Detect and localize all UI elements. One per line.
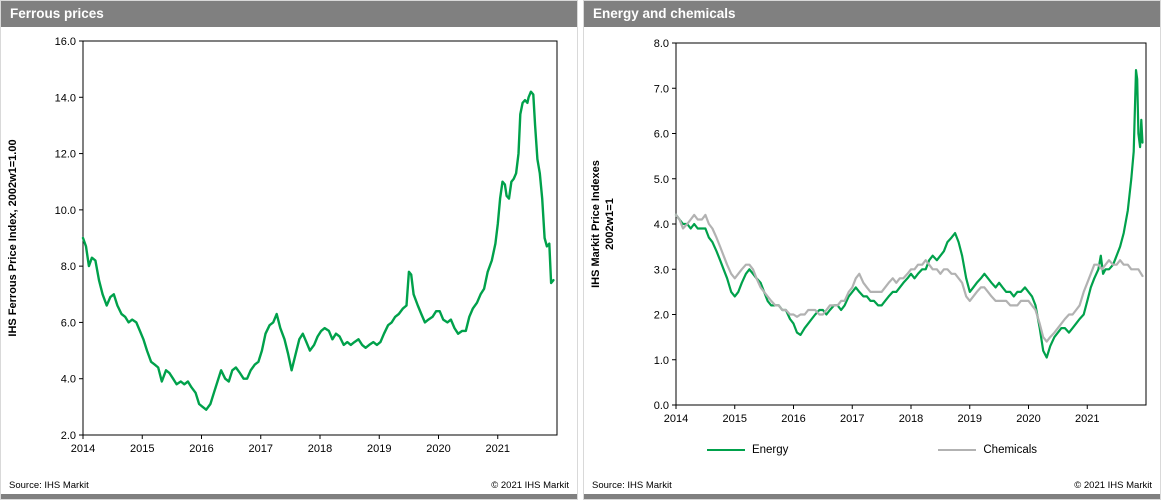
svg-text:2002w1=1: 2002w1=1 bbox=[604, 198, 616, 250]
legend-item-energy: Energy bbox=[706, 444, 789, 456]
svg-text:5.0: 5.0 bbox=[654, 174, 669, 186]
ferrous-prices-panel: Ferrous prices 2.0 4.0 6.0 8.0 10.0 12.0 14.0 1… bbox=[0, 0, 578, 500]
svg-text:IHS Markit Price Indexes: IHS Markit Price Indexes bbox=[590, 160, 602, 288]
svg-text:2017: 2017 bbox=[249, 443, 273, 455]
copyright-label: © 2021 IHS Markit bbox=[491, 480, 569, 491]
svg-text:2016: 2016 bbox=[189, 443, 213, 455]
ferrous-panel-footer: Source: IHS Markit © 2021 IHS Markit bbox=[1, 480, 577, 494]
svg-text:2.0: 2.0 bbox=[654, 310, 669, 322]
svg-text:2.0: 2.0 bbox=[61, 430, 76, 442]
svg-text:12.0: 12.0 bbox=[55, 149, 76, 161]
source-label: Source: IHS Markit bbox=[592, 480, 672, 491]
svg-text:2020: 2020 bbox=[426, 443, 450, 455]
svg-text:7.0: 7.0 bbox=[654, 83, 669, 95]
copyright-label: © 2021 IHS Markit bbox=[1074, 480, 1152, 491]
ferrous-line-chart: 2.0 4.0 6.0 8.0 10.0 12.0 14.0 16.0 2014 2015 2016… bbox=[7, 36, 558, 455]
energy-chemicals-panel: Energy and chemicals 0.0 1.0 2.0 3.0 4.0 5.0 6… bbox=[583, 0, 1161, 500]
svg-text:2017: 2017 bbox=[840, 413, 864, 425]
svg-text:16.0: 16.0 bbox=[55, 36, 76, 48]
svg-text:2018: 2018 bbox=[308, 443, 332, 455]
svg-text:0.0: 0.0 bbox=[654, 400, 669, 412]
svg-text:1.0: 1.0 bbox=[654, 355, 669, 367]
panel-bottom-strip bbox=[584, 494, 1160, 499]
energy-panel-title: Energy and chemicals bbox=[584, 1, 1160, 27]
chemicals-legend-label: Chemicals bbox=[983, 444, 1038, 456]
svg-text:4.0: 4.0 bbox=[654, 219, 669, 231]
svg-text:6.0: 6.0 bbox=[61, 317, 76, 329]
source-label: Source: IHS Markit bbox=[9, 480, 89, 491]
svg-text:2015: 2015 bbox=[723, 413, 747, 425]
svg-text:2016: 2016 bbox=[781, 413, 805, 425]
svg-text:2014: 2014 bbox=[664, 413, 688, 425]
energy-chart-area: 0.0 1.0 2.0 3.0 4.0 5.0 6.0 7.0 8.0 2014 2015 2016 2… bbox=[584, 27, 1160, 435]
ferrous-panel-title: Ferrous prices bbox=[1, 1, 577, 27]
ferrous-chart-area: 2.0 4.0 6.0 8.0 10.0 12.0 14.0 16.0 2014 2015 2016… bbox=[1, 27, 577, 467]
svg-text:2021: 2021 bbox=[486, 443, 510, 455]
svg-text:6.0: 6.0 bbox=[654, 129, 669, 141]
energy-chemicals-line-chart: 0.0 1.0 2.0 3.0 4.0 5.0 6.0 7.0 8.0 2014 2015 2016 2… bbox=[590, 38, 1147, 425]
energy-line-swatch bbox=[706, 449, 745, 451]
svg-text:2021: 2021 bbox=[1075, 413, 1099, 425]
svg-text:IHS Ferrous Price Index, 2002w: IHS Ferrous Price Index, 2002w1=1.00 bbox=[7, 139, 19, 336]
chemicals-line-swatch bbox=[938, 449, 977, 451]
svg-text:14.0: 14.0 bbox=[55, 92, 76, 104]
chart-legend: Energy Chemicals bbox=[584, 435, 1160, 465]
svg-text:8.0: 8.0 bbox=[61, 261, 76, 273]
svg-text:2015: 2015 bbox=[130, 443, 154, 455]
svg-text:2014: 2014 bbox=[71, 443, 95, 455]
energy-panel-footer: Source: IHS Markit © 2021 IHS Markit bbox=[584, 480, 1160, 494]
svg-text:2019: 2019 bbox=[367, 443, 391, 455]
legend-item-chemicals: Chemicals bbox=[938, 444, 1037, 456]
svg-text:2018: 2018 bbox=[899, 413, 923, 425]
svg-text:2020: 2020 bbox=[1016, 413, 1040, 425]
energy-legend-label: Energy bbox=[751, 444, 789, 456]
svg-text:2019: 2019 bbox=[958, 413, 982, 425]
svg-text:10.0: 10.0 bbox=[55, 205, 76, 217]
svg-text:3.0: 3.0 bbox=[654, 264, 669, 276]
panel-bottom-strip bbox=[1, 494, 577, 499]
svg-text:8.0: 8.0 bbox=[654, 38, 669, 50]
svg-text:4.0: 4.0 bbox=[61, 374, 76, 386]
